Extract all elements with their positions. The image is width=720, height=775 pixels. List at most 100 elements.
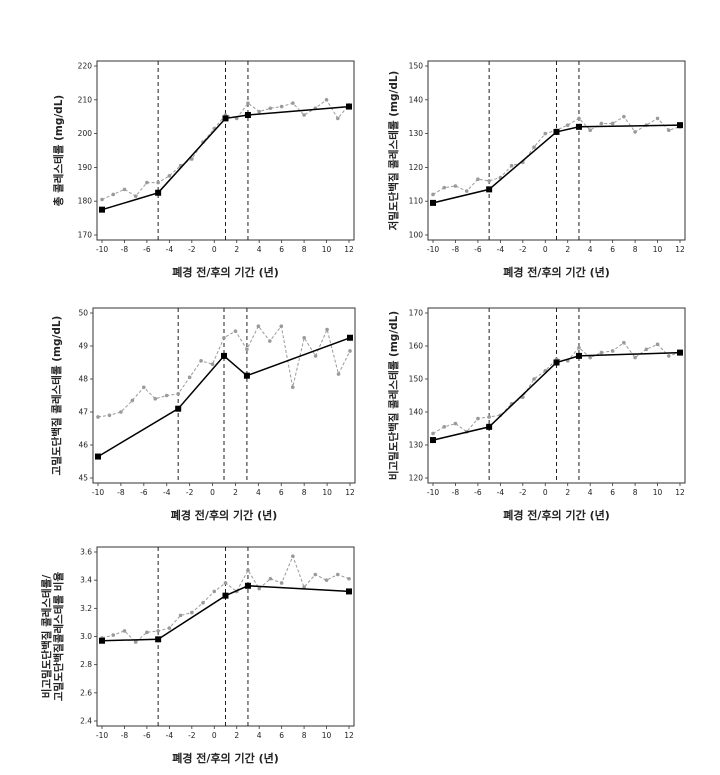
x-tick-label: -2 — [188, 245, 196, 254]
observed-point — [279, 104, 284, 109]
x-tick-label: 4 — [588, 488, 593, 497]
x-tick-label: 6 — [610, 245, 615, 254]
observed-point — [336, 372, 341, 376]
observed-point — [190, 610, 194, 615]
x-tick-label: 8 — [302, 731, 307, 740]
x-tick-label: 2 — [234, 731, 239, 740]
y-axis-label: 비고밀도단백질 콜레스테롤 (mg/dL) — [387, 311, 400, 480]
observed-point — [268, 339, 272, 343]
x-tick-label: 8 — [302, 488, 307, 497]
x-tick-label: -6 — [140, 488, 148, 497]
observed-point — [622, 114, 626, 119]
x-tick-label: -4 — [166, 245, 174, 254]
x-tick-label: 8 — [302, 245, 307, 254]
fitted-point — [347, 334, 353, 341]
observed-point — [111, 192, 116, 197]
observed-point — [610, 121, 615, 126]
observed-point — [532, 145, 536, 149]
x-tick-label: 6 — [610, 488, 615, 497]
observed-point — [313, 572, 318, 577]
observed-point — [666, 354, 671, 358]
fitted-point — [222, 592, 229, 599]
x-tick-label: -2 — [186, 488, 194, 497]
x-tick-label: 4 — [257, 731, 262, 740]
observed-point — [145, 180, 149, 185]
x-tick-label: -6 — [143, 731, 151, 740]
x-tick-label: 2 — [565, 488, 570, 497]
observed-point — [145, 630, 149, 635]
x-tick-label: -6 — [474, 245, 482, 254]
observed-point — [291, 101, 295, 105]
observed-point — [588, 128, 592, 133]
x-tick-label: -4 — [497, 245, 505, 254]
observed-point — [201, 600, 205, 605]
fitted-point — [677, 349, 683, 356]
x-tick-label: 12 — [344, 731, 354, 740]
fitted-point — [99, 206, 105, 213]
y-tick-label: 130 — [409, 129, 424, 138]
observed-point — [509, 163, 514, 168]
x-tick-label: 12 — [675, 245, 685, 254]
x-axis-label: 폐경 전/후의 기간 (년) — [171, 508, 278, 522]
observed-point — [190, 157, 194, 161]
y-tick-label: 210 — [78, 95, 93, 104]
x-tick-label: 12 — [675, 488, 685, 497]
x-tick-label: 10 — [322, 731, 332, 740]
fitted-point — [221, 352, 227, 359]
x-tick-label: 10 — [653, 245, 663, 254]
observed-point — [156, 180, 160, 185]
observed-point — [256, 324, 261, 329]
y-tick-label: 200 — [78, 129, 93, 138]
y-tick-label: 45 — [78, 474, 88, 483]
observed-point — [167, 626, 172, 630]
x-axis-label: 폐경 전/후의 기간 (년) — [503, 265, 610, 279]
observed-point — [543, 131, 548, 136]
observed-point — [348, 349, 352, 353]
y-tick-label: 160 — [409, 342, 424, 351]
fitted-point — [99, 637, 105, 644]
observed-point — [233, 329, 238, 333]
observed-point — [633, 130, 637, 134]
observed-point — [622, 340, 626, 345]
observed-point — [156, 629, 160, 633]
observed-point — [313, 354, 318, 358]
observed-point — [257, 109, 261, 114]
y-axis-label: 고밀도단백질 콜레스테롤 (mg/dL) — [50, 316, 63, 476]
x-tick-label: -2 — [519, 488, 527, 497]
observed-point — [442, 425, 447, 429]
observed-point — [96, 415, 100, 419]
x-tick-label: 4 — [588, 245, 593, 254]
x-axis-label: 폐경 전/후의 기간 (년) — [172, 751, 279, 765]
x-tick-label: 10 — [653, 488, 663, 497]
fitted-point — [553, 128, 560, 135]
observed-point — [268, 106, 273, 111]
x-axis-label: 폐경 전/후의 기간 (년) — [172, 265, 279, 279]
y-tick-label: 2.6 — [80, 688, 92, 697]
observed-point — [532, 377, 536, 381]
observed-point — [325, 327, 329, 332]
observed-point — [335, 116, 340, 121]
fitted-point — [243, 372, 250, 379]
x-tick-label: 2 — [233, 488, 238, 497]
observed-point — [279, 581, 284, 585]
observed-point — [257, 586, 261, 591]
observed-point — [442, 185, 447, 190]
fitted-point — [175, 405, 182, 412]
x-tick-label: 2 — [565, 245, 570, 254]
observed-point — [130, 398, 135, 403]
x-tick-label: -8 — [452, 488, 460, 497]
x-tick-label: -10 — [96, 731, 108, 740]
fitted-point — [677, 122, 683, 129]
x-tick-label: -10 — [96, 245, 108, 254]
x-tick-label: 6 — [279, 731, 284, 740]
observed-point — [666, 128, 671, 133]
y-tick-label: 140 — [409, 408, 424, 417]
fitted-point — [244, 582, 251, 589]
observed-point — [122, 629, 127, 633]
observed-point — [655, 116, 660, 121]
observed-point — [476, 177, 480, 182]
x-tick-label: -10 — [92, 488, 104, 497]
x-tick-label: -4 — [166, 731, 174, 740]
observed-point — [142, 385, 146, 390]
